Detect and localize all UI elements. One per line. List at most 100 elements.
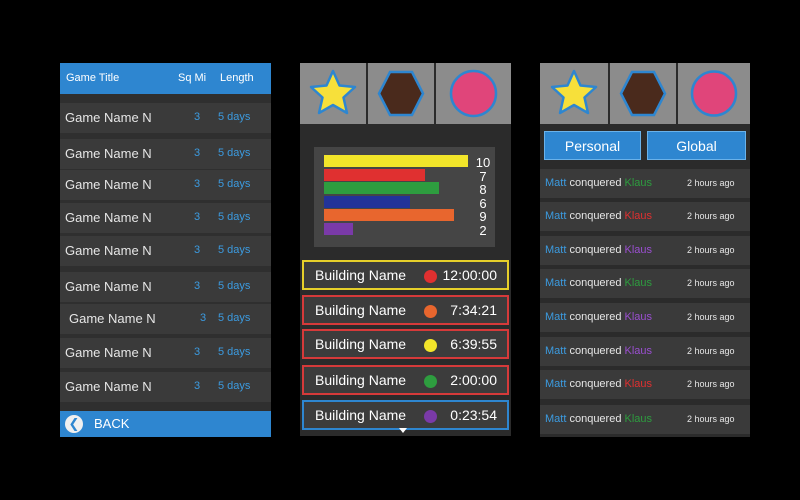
feed-user[interactable]: Matt <box>545 277 567 289</box>
feed-target[interactable]: Klaus <box>624 277 653 289</box>
feed-timestamp: 2 hours ago <box>687 178 735 188</box>
building-timer: 7:34:21 <box>450 302 497 318</box>
game-length: 5 days <box>218 244 251 256</box>
game-length: 5 days <box>218 312 251 324</box>
building-row[interactable]: Building Name 7:34:21 <box>302 295 509 325</box>
building-row[interactable]: Building Name 6:39:55 <box>302 329 509 359</box>
shape-tile-star[interactable] <box>300 63 366 124</box>
feed-user[interactable]: Matt <box>545 413 567 425</box>
feed-item[interactable]: Matt conquered Klaus 2 hours ago <box>540 269 750 298</box>
feed-item[interactable]: Matt conquered Klaus 2 hours ago <box>540 236 750 265</box>
chart-value-label: 8 <box>479 182 487 197</box>
feed-target[interactable]: Klaus <box>624 210 653 222</box>
game-row[interactable]: Game Name N 3 5 days <box>60 272 271 302</box>
game-row[interactable]: Game Name N 3 5 days <box>60 139 271 169</box>
game-name: Game Name N <box>69 311 156 326</box>
feed-user[interactable]: Matt <box>545 378 567 390</box>
game-name: Game Name N <box>65 345 152 360</box>
game-sq-mi: 3 <box>193 211 201 223</box>
feed-message: Matt conquered Klaus <box>545 277 652 289</box>
chart-value-label: 9 <box>479 209 487 224</box>
feed-message: Matt conquered Klaus <box>545 244 652 256</box>
feed-user[interactable]: Matt <box>545 244 567 256</box>
game-length: 5 days <box>218 111 251 123</box>
game-row[interactable]: Game Name N 3 5 days <box>60 236 271 266</box>
buildings-panel: 10 7 8 6 9 2 Building Name 12:00:00 Building … <box>300 63 511 436</box>
feed-user[interactable]: Matt <box>545 345 567 357</box>
chart-bar <box>324 195 411 208</box>
shape-tile-hexagon[interactable] <box>368 63 434 124</box>
back-button[interactable]: ❮ BACK <box>60 411 271 437</box>
feed-user[interactable]: Matt <box>545 177 567 189</box>
game-name: Game Name N <box>65 379 152 394</box>
game-length: 5 days <box>218 346 251 358</box>
game-length: 5 days <box>218 211 251 223</box>
feed-item[interactable]: Matt conquered Klaus 2 hours ago <box>540 405 750 434</box>
feed-timestamp: 2 hours ago <box>687 379 735 389</box>
feed-verb: conquered <box>566 244 625 256</box>
feed-message: Matt conquered Klaus <box>545 378 652 390</box>
building-timer: 2:00:00 <box>450 372 497 388</box>
game-name: Game Name N <box>65 279 152 294</box>
game-row[interactable]: Game Name N 3 5 days <box>60 170 271 200</box>
header-sq-mi[interactable]: Sq Mi <box>178 72 207 84</box>
feed-message: Matt conquered Klaus <box>545 177 652 189</box>
building-color-dot <box>424 410 437 423</box>
game-sq-mi: 3 <box>193 178 201 190</box>
game-name: Game Name N <box>65 146 152 161</box>
feed-item[interactable]: Matt conquered Klaus 2 hours ago <box>540 337 750 366</box>
feed-user[interactable]: Matt <box>545 311 567 323</box>
game-list-panel: Game Title Sq Mi Length Game Name N 3 5 … <box>60 63 271 437</box>
building-timer: 0:23:54 <box>450 407 497 423</box>
tab-global[interactable]: Global <box>647 131 746 160</box>
game-row[interactable]: Game Name N 3 5 days <box>60 372 271 402</box>
feed-target[interactable]: Klaus <box>624 244 653 256</box>
feed-timestamp: 2 hours ago <box>687 414 735 424</box>
feed-target[interactable]: Klaus <box>624 378 653 390</box>
shape-tile-hexagon[interactable] <box>610 63 676 124</box>
game-row[interactable]: Game Name N 3 5 days <box>60 338 271 368</box>
back-label: BACK <box>94 416 130 431</box>
header-length[interactable]: Length <box>220 72 254 84</box>
activity-feed-panel: Personal Global Matt conquered Klaus 2 ho… <box>540 63 750 437</box>
building-color-dot <box>424 375 437 388</box>
feed-target[interactable]: Klaus <box>624 345 653 357</box>
building-row[interactable]: Building Name 0:23:54 <box>302 400 509 430</box>
game-row[interactable]: Game Name N 3 5 days <box>60 103 271 133</box>
building-row[interactable]: Building Name 2:00:00 <box>302 365 509 395</box>
feed-target[interactable]: Klaus <box>624 177 653 189</box>
game-sq-mi: 3 <box>199 312 207 324</box>
tab-personal[interactable]: Personal <box>544 131 641 160</box>
game-sq-mi: 3 <box>193 147 201 159</box>
building-row[interactable]: Building Name 12:00:00 <box>302 260 509 290</box>
feed-user[interactable]: Matt <box>545 210 567 222</box>
shape-tile-star[interactable] <box>540 63 608 124</box>
chart-bar <box>324 222 353 235</box>
scroll-down-indicator[interactable] <box>399 428 407 433</box>
back-arrow-icon[interactable]: ❮ <box>65 415 83 433</box>
feed-item[interactable]: Matt conquered Klaus 2 hours ago <box>540 169 750 198</box>
game-row[interactable]: Game Name N 3 5 days <box>60 304 271 334</box>
feed-message: Matt conquered Klaus <box>545 311 652 323</box>
feed-timestamp: 2 hours ago <box>687 278 735 288</box>
game-name: Game Name N <box>65 177 152 192</box>
circle-icon <box>449 69 498 118</box>
game-length: 5 days <box>218 147 251 159</box>
feed-item[interactable]: Matt conquered Klaus 2 hours ago <box>540 303 750 332</box>
feed-item[interactable]: Matt conquered Klaus 2 hours ago <box>540 202 750 231</box>
game-row[interactable]: Game Name N 3 5 days <box>60 203 271 233</box>
game-sq-mi: 3 <box>193 346 201 358</box>
hexagon-icon <box>619 70 667 117</box>
feed-timestamp: 2 hours ago <box>687 245 735 255</box>
feed-target[interactable]: Klaus <box>624 413 653 425</box>
game-sq-mi: 3 <box>193 244 201 256</box>
shape-tile-circle[interactable] <box>678 63 750 124</box>
feed-timestamp: 2 hours ago <box>687 312 735 322</box>
star-icon <box>309 69 357 115</box>
shape-tile-circle[interactable] <box>436 63 511 124</box>
feed-target[interactable]: Klaus <box>624 311 653 323</box>
feed-message: Matt conquered Klaus <box>545 210 652 222</box>
chart-bar <box>324 168 425 181</box>
header-game-title[interactable]: Game Title <box>66 72 120 84</box>
feed-item[interactable]: Matt conquered Klaus 2 hours ago <box>540 370 750 399</box>
